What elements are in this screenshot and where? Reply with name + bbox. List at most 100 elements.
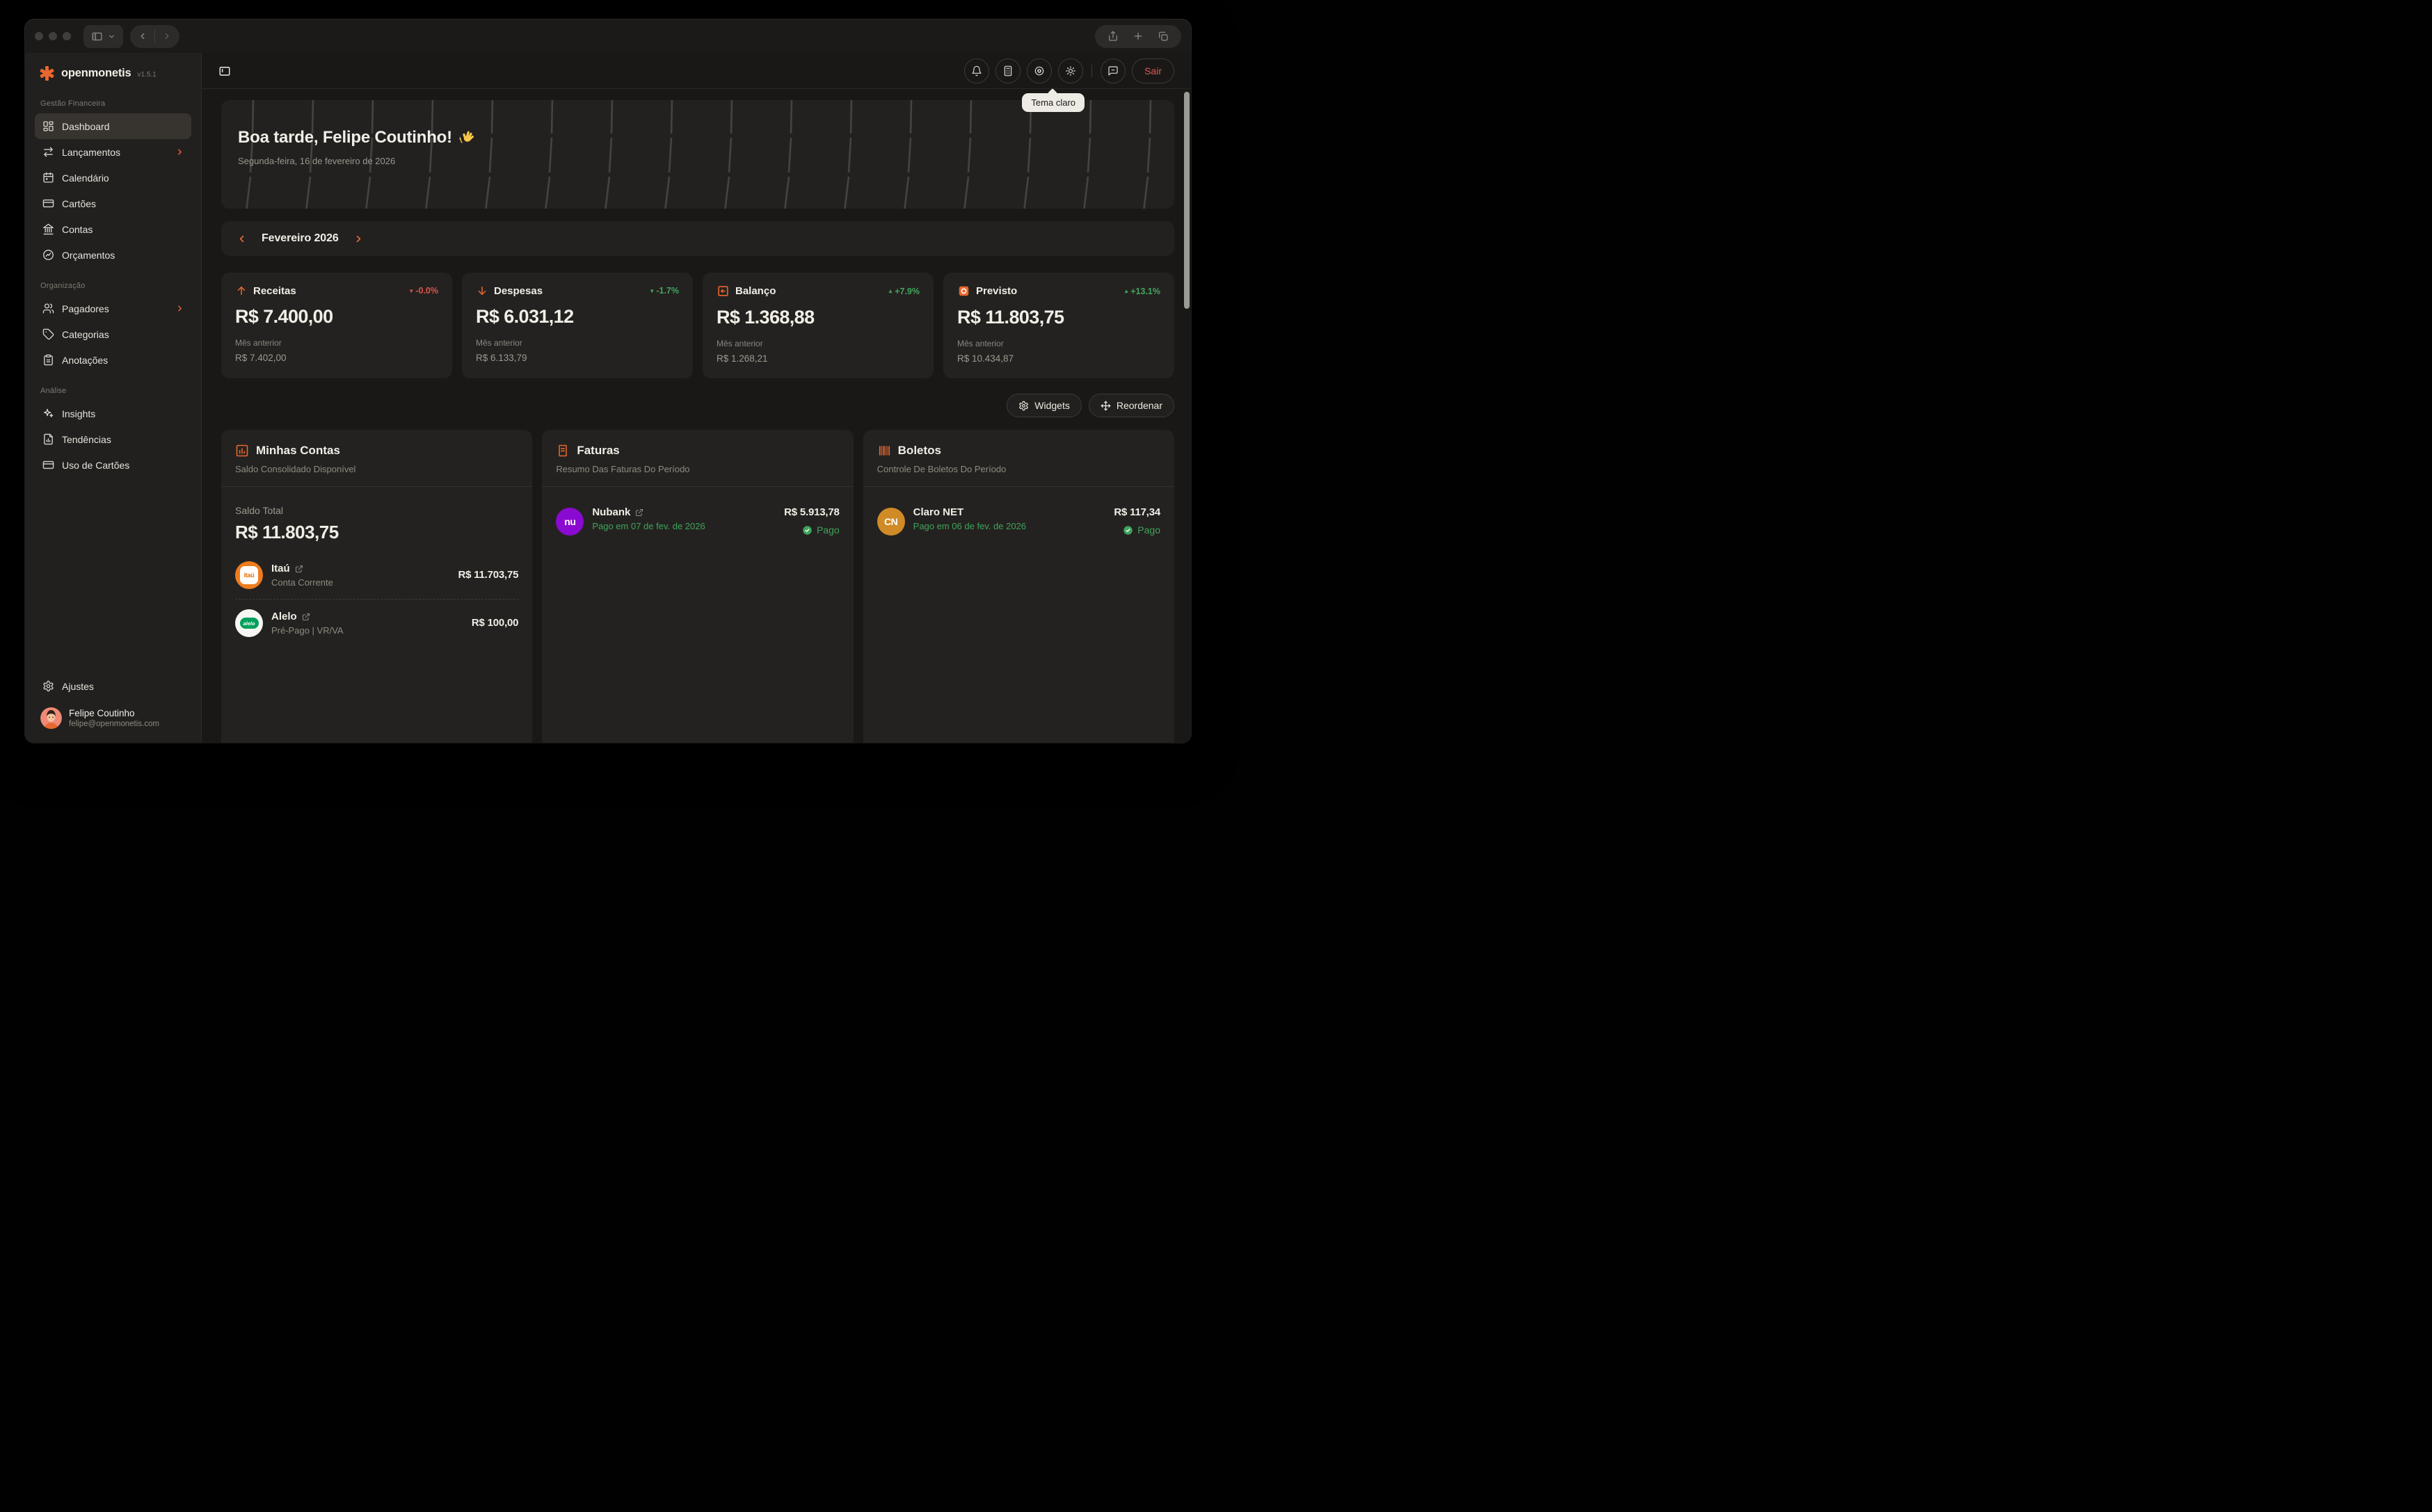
bank-icon xyxy=(42,223,54,235)
panel-title: Minhas Contas xyxy=(256,444,340,457)
external-link-icon[interactable] xyxy=(635,508,643,517)
sidebar-item-pagadores[interactable]: Pagadores xyxy=(35,296,191,321)
feedback-button[interactable] xyxy=(1101,58,1126,83)
collapse-sidebar-button[interactable] xyxy=(218,65,231,77)
user-profile[interactable]: Felipe Coutinho felipe@openmonetis.com xyxy=(35,699,191,732)
panel-title: Boletos xyxy=(897,444,941,457)
tab-overview-icon[interactable] xyxy=(1158,31,1169,42)
widgets-button[interactable]: Widgets xyxy=(1007,394,1082,417)
stat-prev-value: R$ 1.268,21 xyxy=(717,353,768,364)
check-circle-icon xyxy=(1123,525,1133,536)
new-tab-icon[interactable] xyxy=(1133,31,1144,42)
users-icon xyxy=(42,303,54,314)
calculator-button[interactable] xyxy=(995,58,1021,83)
sidebar-item-label: Categorias xyxy=(62,328,109,340)
dashed-divider xyxy=(235,599,519,600)
sidebar-item-label: Insights xyxy=(62,408,96,419)
stat-value: R$ 7.400,00 xyxy=(235,306,333,327)
panel-title: Faturas xyxy=(577,444,620,457)
header-toolbar: Sair xyxy=(963,58,1174,83)
banner-date: Segunda-feira, 16 de fevereiro de 2026 xyxy=(238,156,396,166)
status-label: Pago xyxy=(816,524,840,536)
account-name: Itaú xyxy=(271,563,290,574)
sidebar-item-lancamentos[interactable]: Lançamentos xyxy=(35,139,191,165)
credit-card-icon xyxy=(42,198,54,209)
claro-net-initials: CN xyxy=(884,516,898,527)
invoice-status: Pago xyxy=(784,524,840,536)
sidebar-item-ajustes[interactable]: Ajustes xyxy=(35,673,191,699)
stat-card-previsto: Previsto ▴ +13.1% R$ 11.803,75 Mês anteri… xyxy=(943,273,1174,378)
share-icon[interactable] xyxy=(1107,31,1119,42)
scrollbar-thumb[interactable] xyxy=(1184,92,1190,309)
move-icon xyxy=(1101,401,1111,411)
sidebar-item-contas[interactable]: Contas xyxy=(35,216,191,242)
theme-toggle-button[interactable] xyxy=(1057,58,1083,83)
account-row-alelo[interactable]: alelo Alelo Pré-Pago | VR/VA R$ 100,00 xyxy=(235,600,519,647)
sidebar-item-cartoes[interactable]: Cartões xyxy=(35,191,191,216)
logout-label: Sair xyxy=(1144,65,1162,77)
forward-button[interactable] xyxy=(162,31,172,41)
sidebar-item-dashboard[interactable]: Dashboard xyxy=(35,113,191,139)
back-button[interactable] xyxy=(138,31,147,41)
user-email: felipe@openmonetis.com xyxy=(69,720,159,728)
sidebar-item-orcamentos[interactable]: Orçamentos xyxy=(35,242,191,268)
stat-card-balanco: Balanço ▴ +7.9% R$ 1.368,88 Mês anterior … xyxy=(703,273,934,378)
widgets-label: Widgets xyxy=(1034,400,1070,411)
bill-row-claro-net[interactable]: CN Claro NET Pago em 06 de fev. de 2026 … xyxy=(877,487,1160,536)
dashboard-content: Boa tarde, Felipe Coutinho! Segunda-feir… xyxy=(202,89,1191,743)
stat-delta-badge: ▾ -1.7% xyxy=(650,286,679,296)
stat-label: Despesas xyxy=(494,284,543,297)
sun-icon xyxy=(1065,65,1076,77)
sidebar-item-insights[interactable]: Insights xyxy=(35,401,191,426)
panel-subtitle: Resumo Das Faturas Do Período xyxy=(556,464,690,474)
stat-value: R$ 11.803,75 xyxy=(957,307,1064,328)
credit-card-icon xyxy=(42,459,54,471)
sidebar-item-label: Anotações xyxy=(62,354,109,366)
minimize-window-button[interactable] xyxy=(49,32,57,40)
stat-prev-label: Mês anterior xyxy=(476,338,522,348)
previous-month-button[interactable] xyxy=(232,230,250,248)
sidebar-item-uso-de-cartoes[interactable]: Uso de Cartões xyxy=(35,452,191,478)
external-link-icon[interactable] xyxy=(295,565,303,573)
external-link-icon[interactable] xyxy=(302,613,310,621)
user-name: Felipe Coutinho xyxy=(69,708,135,718)
budget-icon xyxy=(42,249,54,261)
account-row-itau[interactable]: itaú Itaú Conta Corrente R$ 11.703,75 xyxy=(235,552,519,599)
logout-button[interactable]: Sair xyxy=(1132,58,1174,83)
dashboard-actions: Widgets Reordenar xyxy=(221,394,1174,417)
user-avatar xyxy=(40,707,62,729)
sidebar-item-anotacoes[interactable]: Anotações xyxy=(35,347,191,373)
next-month-button[interactable] xyxy=(350,230,368,248)
browser-sidebar-toggle[interactable] xyxy=(83,24,123,48)
stat-card-receitas: Receitas ▾ -0.0% R$ 7.400,00 Mês anterior… xyxy=(221,273,452,378)
close-window-button[interactable] xyxy=(35,32,43,40)
bill-paid-date: Pago em 06 de fev. de 2026 xyxy=(913,521,1027,531)
stat-value: R$ 1.368,88 xyxy=(717,307,815,328)
panel-subtitle: Saldo Consolidado Disponível xyxy=(235,464,356,474)
sparkles-icon xyxy=(42,408,54,419)
status-label: Pago xyxy=(1137,524,1160,536)
nav-divider xyxy=(154,30,155,42)
period-label: Fevereiro 2026 xyxy=(262,232,339,244)
section-label-organizacao: Organização xyxy=(40,282,86,290)
privacy-mode-button[interactable] xyxy=(1026,58,1052,83)
gear-icon xyxy=(42,680,54,692)
saldo-total-label: Saldo Total xyxy=(235,505,284,516)
reorder-button[interactable]: Reordenar xyxy=(1088,394,1174,417)
zoom-window-button[interactable] xyxy=(63,32,71,40)
invoice-row-nubank[interactable]: nu Nubank Pago em 07 de fev. de 2026 R xyxy=(556,487,840,536)
greeting-text: Boa tarde, Felipe Coutinho! xyxy=(238,128,452,147)
stat-cards: Receitas ▾ -0.0% R$ 7.400,00 Mês anterior… xyxy=(221,273,1174,378)
account-name: Alelo xyxy=(271,611,297,622)
triangle-up-icon: ▴ xyxy=(1124,287,1128,294)
sidebar-item-calendario[interactable]: Calendário xyxy=(35,165,191,191)
openmonetis-logo-icon xyxy=(39,65,55,81)
reorder-label: Reordenar xyxy=(1116,400,1162,411)
stat-delta-badge: ▴ +7.9% xyxy=(888,286,920,296)
sidebar-item-categorias[interactable]: Categorias xyxy=(35,321,191,347)
sidebar-item-tendencias[interactable]: Tendências xyxy=(35,426,191,452)
notifications-button[interactable] xyxy=(963,58,989,83)
arrow-down-icon xyxy=(476,284,488,297)
sidebar-item-label: Calendário xyxy=(62,172,109,184)
invoice-paid-date: Pago em 07 de fev. de 2026 xyxy=(592,521,705,531)
